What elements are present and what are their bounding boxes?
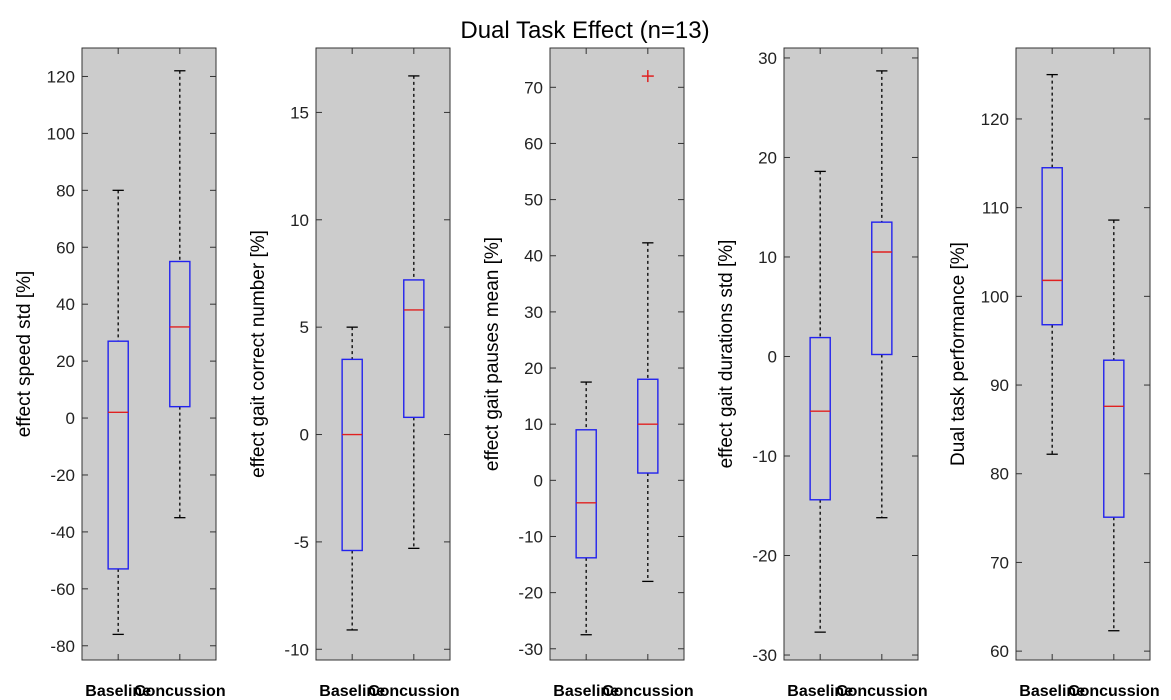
- y-tick-label: 0: [534, 471, 543, 490]
- y-tick-label: -10: [752, 447, 777, 466]
- box-iqr: [1103, 359, 1125, 518]
- x-category-label: Baseline: [787, 683, 853, 700]
- y-tick-label: -20: [752, 547, 777, 566]
- y-axis-label: effect gait durations std [%]: [716, 240, 737, 469]
- y-tick-label: -30: [752, 646, 777, 665]
- y-tick-label: -20: [50, 466, 75, 485]
- y-tick-label: 70: [524, 78, 543, 97]
- y-tick-label: 100: [981, 287, 1009, 306]
- y-tick-label: -40: [50, 523, 75, 542]
- box-concussion: [403, 75, 425, 549]
- y-tick-label: 0: [300, 426, 309, 445]
- plot-area: [784, 48, 918, 660]
- y-tick-label: -60: [50, 580, 75, 599]
- y-tick-label: 90: [990, 376, 1009, 395]
- y-tick-label: -10: [518, 527, 543, 546]
- panels: -80-60-40-20020406080100120BaselineConcu…: [14, 47, 1160, 700]
- y-tick-label: -5: [294, 533, 309, 552]
- y-tick-label: 0: [768, 347, 777, 366]
- y-tick-label: 80: [990, 465, 1009, 484]
- plot-area: [550, 48, 684, 660]
- box-baseline: [575, 381, 597, 636]
- x-category-label: Baseline: [1019, 683, 1085, 700]
- plot-frame: [81, 47, 217, 661]
- x-category-label: Concussion: [134, 683, 226, 700]
- box-concussion: [1103, 219, 1125, 632]
- box-concussion: [637, 70, 659, 583]
- y-tick-label: 10: [758, 248, 777, 267]
- y-tick-label: -80: [50, 637, 75, 656]
- panel-3: -30 -20 -10 0 10 20 30 40 50 60 70 BaselineConcussi…: [482, 47, 694, 700]
- y-axis-label: effect speed std [%]: [14, 271, 35, 438]
- plot-area: [316, 48, 450, 660]
- y-tick-label: 50: [524, 191, 543, 210]
- y-tick-label: 20: [524, 359, 543, 378]
- y-tick-label: 0: [66, 409, 75, 428]
- y-tick-label: 120: [47, 67, 75, 86]
- x-category-label: Concussion: [602, 683, 694, 700]
- box-concussion: [871, 70, 893, 519]
- y-axis-label: Dual task performance [%]: [948, 242, 969, 466]
- x-category-label: Concussion: [1068, 683, 1160, 700]
- y-tick-label: 5: [300, 318, 309, 337]
- y-axis-label: effect gait pauses mean [%]: [482, 237, 503, 471]
- y-tick-label: 30: [758, 49, 777, 68]
- x-category-label: Baseline: [85, 683, 151, 700]
- box-iqr: [871, 221, 893, 356]
- panel-1: -80 -60 -40 -20 0 20 40 60 80 100 120 BaselineConcu…: [14, 47, 226, 700]
- y-tick-label: 100: [47, 124, 75, 143]
- plot-frame: [783, 47, 919, 661]
- y-tick-label: 30: [524, 303, 543, 322]
- box-iqr: [169, 260, 191, 408]
- x-category-label: Concussion: [836, 683, 928, 700]
- y-tick-label: -20: [518, 584, 543, 603]
- y-tick-label: 60: [524, 134, 543, 153]
- box-iqr: [403, 279, 425, 419]
- y-tick-label: 10: [290, 211, 309, 230]
- y-tick-label: 70: [990, 553, 1009, 572]
- x-category-label: Concussion: [368, 683, 460, 700]
- box-iqr: [1041, 167, 1063, 326]
- plot-frame: [315, 47, 451, 661]
- y-tick-label: 80: [56, 181, 75, 200]
- box-iqr: [341, 358, 363, 552]
- y-tick-label: 40: [524, 247, 543, 266]
- plot-area: [1016, 48, 1150, 660]
- box-baseline: [809, 170, 831, 633]
- y-tick-label: 15: [290, 103, 309, 122]
- y-tick-label: 20: [758, 148, 777, 167]
- y-tick-label: 20: [56, 352, 75, 371]
- box-iqr: [107, 340, 129, 570]
- y-tick-label: 110: [982, 199, 1009, 218]
- box-concussion: [169, 70, 191, 519]
- y-tick-label: -30: [518, 640, 543, 659]
- outlier-point: [641, 70, 654, 83]
- box-baseline: [341, 326, 363, 631]
- box-baseline: [107, 189, 129, 636]
- y-tick-label: 10: [524, 415, 543, 434]
- y-tick-label: 40: [56, 295, 75, 314]
- y-tick-label: 120: [981, 110, 1009, 129]
- y-axis-label: effect gait correct number [%]: [248, 230, 269, 478]
- y-tick-label: 60: [56, 238, 75, 257]
- x-category-label: Baseline: [553, 683, 619, 700]
- plot-frame: [1015, 47, 1151, 661]
- y-tick-label: 60: [990, 642, 1009, 661]
- box-baseline: [1041, 73, 1063, 455]
- plot-area: [82, 48, 216, 660]
- y-tick-label: -10: [284, 640, 309, 659]
- x-category-label: Baseline: [319, 683, 385, 700]
- figure-title: Dual Task Effect (n=13): [460, 17, 709, 44]
- box-iqr: [809, 336, 831, 501]
- plot-frame: [549, 47, 685, 661]
- box-iqr: [575, 429, 597, 559]
- box-iqr: [637, 378, 659, 474]
